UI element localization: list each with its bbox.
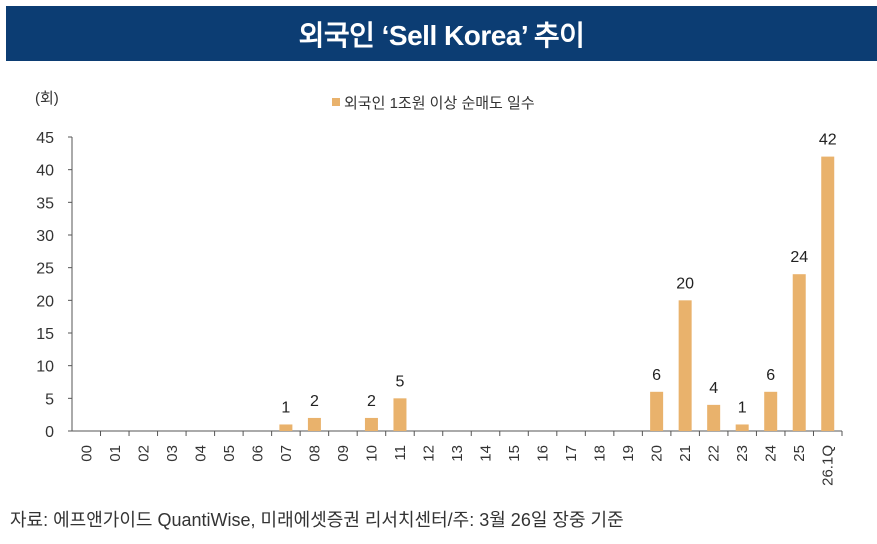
x-tick-label: 06	[249, 445, 266, 462]
bar-07	[279, 424, 293, 431]
data-label-21: 20	[676, 275, 694, 292]
x-tick-label: 08	[306, 445, 323, 462]
data-label-08: 2	[310, 393, 319, 410]
x-tick-label: 05	[221, 445, 238, 462]
x-tick-label: 21	[677, 445, 694, 462]
y-tick-label: 45	[36, 130, 54, 147]
x-tick-label: 16	[535, 445, 552, 462]
y-tick-label: 40	[36, 163, 54, 180]
data-label-26.1Q: 42	[819, 132, 837, 149]
y-tick-label: 15	[36, 326, 54, 343]
data-label-23: 1	[738, 399, 747, 416]
bar-25	[792, 274, 806, 431]
x-tick-label: 26.1Q	[820, 445, 837, 486]
source-note: 자료: 에프앤가이드 QuantiWise, 미래에셋증권 리서치센터/주: 3…	[10, 510, 624, 530]
x-tick-label: 25	[791, 445, 808, 462]
legend-label: 외국인 1조원 이상 순매도 일수	[344, 95, 535, 112]
y-tick-label: 10	[36, 359, 54, 376]
x-tick-label: 19	[620, 445, 637, 462]
data-label-24: 6	[766, 367, 775, 384]
bar-11	[393, 398, 407, 431]
data-label-11: 5	[396, 373, 405, 390]
data-label-22: 4	[709, 380, 718, 397]
x-tick-label: 14	[478, 445, 495, 462]
data-label-07: 1	[281, 399, 290, 416]
x-tick-label: 01	[107, 445, 124, 462]
x-tick-label: 15	[506, 445, 523, 462]
chart-title: 외국인 ‘Sell Korea’ 추이	[298, 19, 585, 51]
y-tick-label: 0	[45, 424, 54, 441]
data-label-10: 2	[367, 393, 376, 410]
data-label-20: 6	[652, 367, 661, 384]
bar-22	[707, 404, 721, 431]
y-axis-unit: (회)	[35, 90, 59, 107]
x-tick-label: 12	[420, 445, 437, 462]
x-tick-label: 03	[164, 445, 181, 462]
bar-08	[307, 417, 321, 431]
x-tick-label: 13	[449, 445, 466, 462]
y-tick-label: 20	[36, 293, 54, 310]
bar-10	[364, 417, 378, 431]
x-tick-label: 23	[734, 445, 751, 462]
x-tick-label: 22	[706, 445, 723, 462]
x-tick-label: 18	[592, 445, 609, 462]
bar-24	[764, 391, 778, 431]
y-tick-label: 35	[36, 195, 54, 212]
y-tick-label: 5	[45, 391, 54, 408]
bar-26.1Q	[821, 156, 835, 431]
bar-21	[678, 300, 692, 431]
y-tick-label: 30	[36, 228, 54, 245]
bar-20	[650, 391, 664, 431]
x-tick-label: 10	[363, 445, 380, 462]
legend-swatch	[332, 98, 340, 106]
x-tick-label: 17	[563, 445, 580, 462]
x-tick-label: 07	[278, 445, 295, 462]
data-label-25: 24	[790, 249, 808, 266]
bar-23	[735, 424, 749, 431]
y-tick-label: 25	[36, 261, 54, 278]
x-tick-label: 04	[192, 445, 209, 462]
x-tick-label: 11	[392, 445, 409, 461]
x-tick-label: 24	[763, 445, 780, 462]
x-tick-label: 20	[649, 445, 666, 462]
x-tick-label: 09	[335, 445, 352, 462]
x-tick-label: 00	[78, 445, 95, 462]
x-tick-label: 02	[135, 445, 152, 462]
legend: 외국인 1조원 이상 순매도 일수	[332, 95, 535, 112]
title-banner: 외국인 ‘Sell Korea’ 추이	[6, 6, 877, 61]
